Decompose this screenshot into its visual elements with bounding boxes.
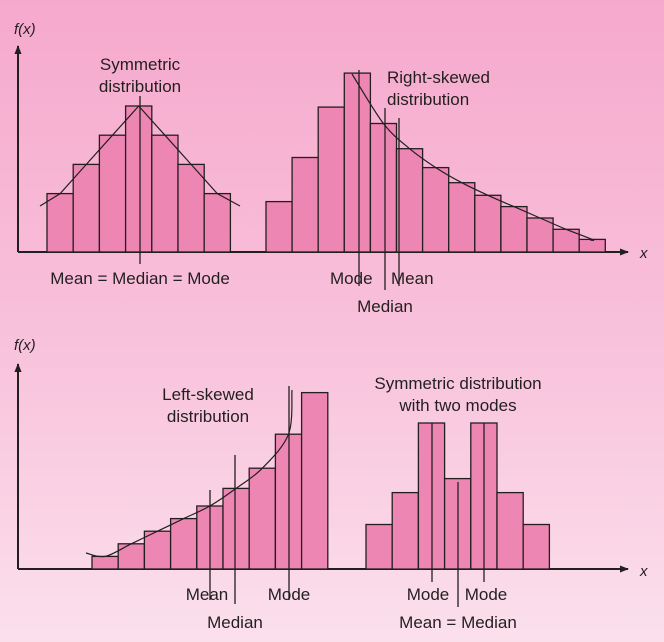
histogram-bar xyxy=(474,194,502,253)
right-title-line2: distribution xyxy=(387,90,469,109)
histogram-bar xyxy=(169,517,198,570)
histogram-bar xyxy=(496,491,524,570)
left-skewed-curve xyxy=(85,389,293,558)
histogram-bar xyxy=(177,163,205,253)
histogram-bar xyxy=(248,467,277,570)
top-panel: f(x) x Symmetric distribution Mean = Med… xyxy=(14,21,648,316)
histogram-bar xyxy=(222,487,250,570)
histogram-bar xyxy=(522,523,551,570)
symmetric-histogram xyxy=(46,105,232,253)
right-skewed-curve xyxy=(351,73,595,241)
histogram-bar xyxy=(98,134,127,253)
bimodal-title-line1: Symmetric distribution xyxy=(374,374,541,393)
right-mode-label: Mode xyxy=(330,269,373,288)
bimodal-marker-label: Mean = Median xyxy=(399,613,517,632)
right-mean-label: Mean xyxy=(391,269,434,288)
histogram-bar xyxy=(203,192,232,253)
histogram-bar xyxy=(526,217,554,253)
left-title-line1: Left-skewed xyxy=(162,385,254,404)
left-mean-label: Mean xyxy=(186,585,229,604)
top-x-axis-label: x xyxy=(639,245,648,262)
bimodal-mode-label-1: Mode xyxy=(407,585,450,604)
histogram-bar xyxy=(91,555,119,570)
histogram-bar xyxy=(117,543,146,570)
left-median-label: Median xyxy=(207,613,263,632)
histogram-bar xyxy=(391,491,420,570)
histogram-bar xyxy=(369,122,398,253)
bottom-y-axis-label: f(x) xyxy=(14,337,36,354)
histogram-bar xyxy=(291,156,319,253)
bottom-x-axis-label: x xyxy=(639,563,648,580)
histogram-bar xyxy=(143,530,172,570)
histogram-bar xyxy=(317,106,345,253)
top-y-axis-label: f(x) xyxy=(14,21,36,38)
right-median-label: Median xyxy=(357,297,413,316)
left-mode-label: Mode xyxy=(268,585,311,604)
histogram-bar xyxy=(578,238,606,253)
bottom-panel: f(x) x Left-skewed distribution Mean Mod… xyxy=(14,337,648,632)
symmetric-marker-label: Mean = Median = Mode xyxy=(50,269,230,288)
histogram-bar xyxy=(343,72,372,253)
symmetric-curve xyxy=(39,105,241,207)
histogram-bar xyxy=(300,391,329,570)
histogram-bar xyxy=(500,205,528,253)
left-title-line2: distribution xyxy=(167,407,249,426)
histogram-bar xyxy=(365,523,393,570)
bimodal-mode-label-2: Mode xyxy=(465,585,508,604)
histogram-bar xyxy=(124,105,153,253)
histogram-bar xyxy=(72,163,101,253)
histogram-bar xyxy=(151,134,179,253)
histogram-bar xyxy=(46,192,74,253)
histogram-bar xyxy=(448,182,476,253)
histogram-bar xyxy=(265,200,293,253)
right-title-line1: Right-skewed xyxy=(387,68,490,87)
histogram-bar xyxy=(421,166,450,253)
symmetric-title-line1: Symmetric xyxy=(100,55,181,74)
histogram-bar xyxy=(395,148,424,253)
symmetric-title-line2: distribution xyxy=(99,77,181,96)
right-skewed-histogram xyxy=(265,72,606,253)
bimodal-title-line2: with two modes xyxy=(398,396,516,415)
